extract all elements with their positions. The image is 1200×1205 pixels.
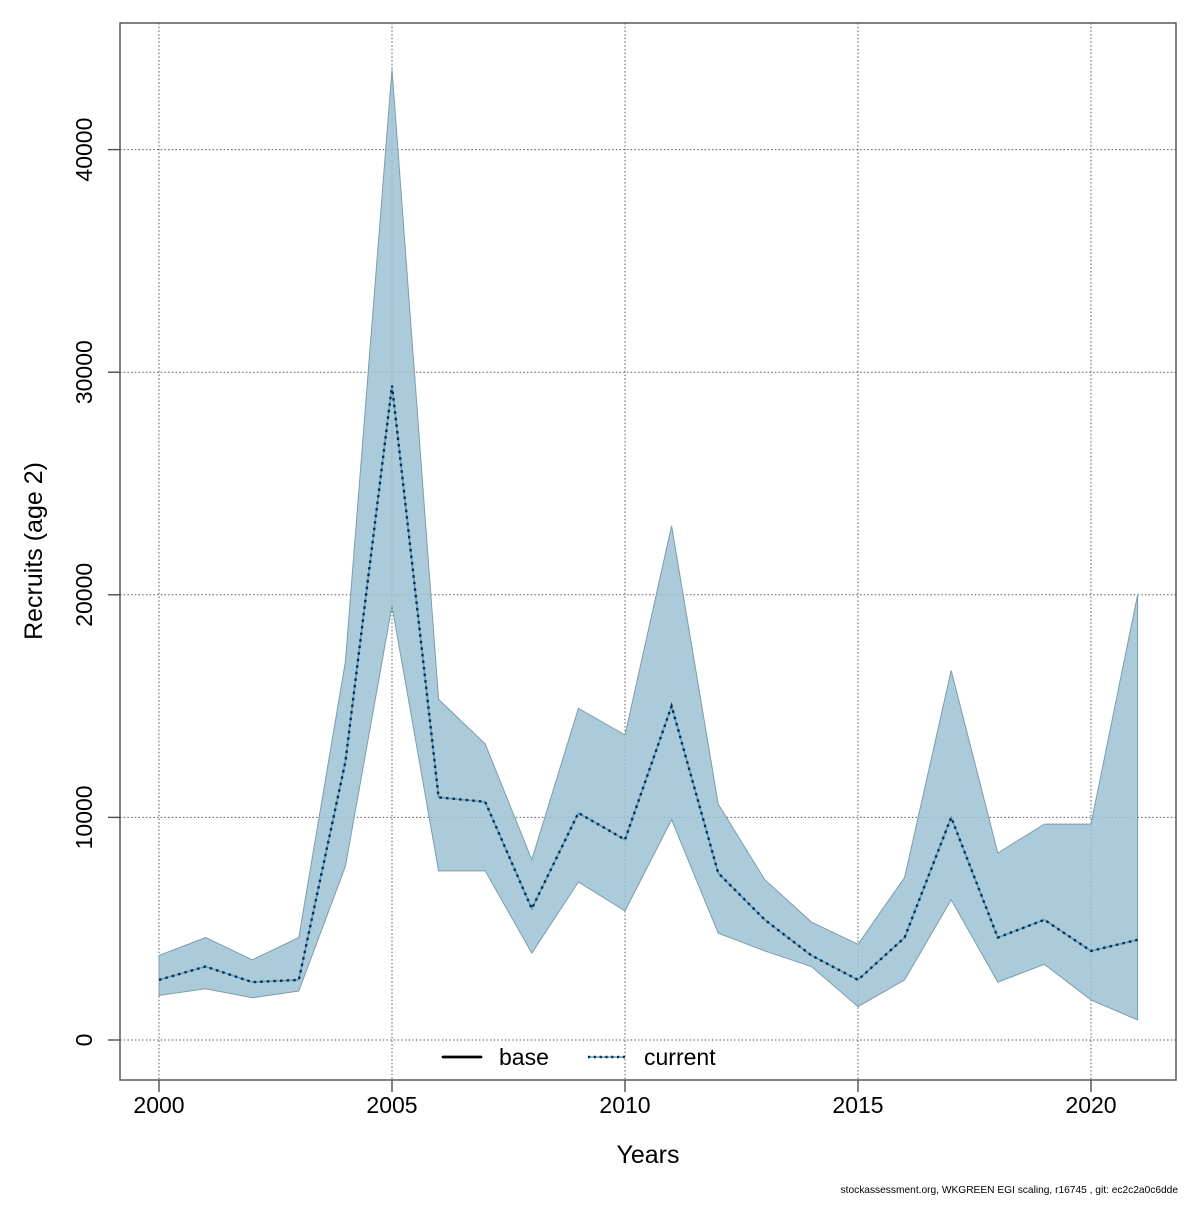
svg-text:2000: 2000: [133, 1092, 184, 1118]
svg-text:10000: 10000: [71, 785, 97, 849]
svg-text:2005: 2005: [366, 1092, 417, 1118]
svg-text:30000: 30000: [71, 340, 97, 404]
svg-text:base: base: [499, 1044, 549, 1070]
svg-text:current: current: [644, 1044, 716, 1070]
svg-text:stockassessment.org, WKGREEN E: stockassessment.org, WKGREEN EGI scaling…: [841, 1185, 1179, 1196]
svg-text:2010: 2010: [599, 1092, 650, 1118]
svg-text:40000: 40000: [71, 118, 97, 182]
svg-text:2020: 2020: [1065, 1092, 1116, 1118]
svg-text:20000: 20000: [71, 563, 97, 627]
svg-text:Recruits (age 2): Recruits (age 2): [20, 462, 48, 640]
svg-text:0: 0: [71, 1034, 97, 1047]
svg-text:2015: 2015: [832, 1092, 883, 1118]
svg-text:Years: Years: [616, 1141, 679, 1169]
